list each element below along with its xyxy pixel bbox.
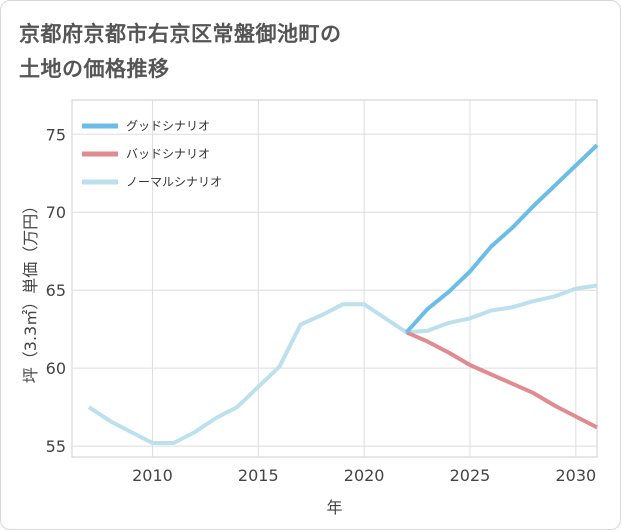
y-tick-label: 65 (46, 281, 66, 300)
x-tick-label: 2025 (450, 466, 491, 485)
x-tick-label: 2015 (238, 466, 279, 485)
y-tick-label: 60 (46, 359, 66, 378)
x-tick-label: 2020 (344, 466, 385, 485)
plot-frame (71, 99, 598, 458)
legend-label-2: ノーマルシナリオ (126, 175, 222, 189)
y-tick-label: 75 (46, 125, 66, 144)
series-line-0 (405, 143, 599, 334)
legend-label-0: グッドシナリオ (126, 119, 210, 133)
chart-title-line1: 京都府京都市右京区常盤御池町の (19, 22, 342, 46)
y-axis-label: 坪（3.3㎡）単価（万円） (21, 198, 40, 383)
series-line-1 (405, 330, 598, 430)
chart-title: 京都府京都市右京区常盤御池町の 土地の価格推移 (19, 17, 539, 87)
x-tick-label: 2010 (132, 466, 173, 485)
legend-label-1: バッドシナリオ (126, 147, 210, 161)
y-tick-label: 55 (46, 437, 66, 456)
x-tick-label: 2030 (555, 466, 596, 485)
chart-title-line2: 土地の価格推移 (19, 57, 170, 81)
y-tick-label: 70 (46, 203, 66, 222)
series-line-2 (87, 283, 598, 445)
x-axis-label: 年 (326, 498, 342, 517)
